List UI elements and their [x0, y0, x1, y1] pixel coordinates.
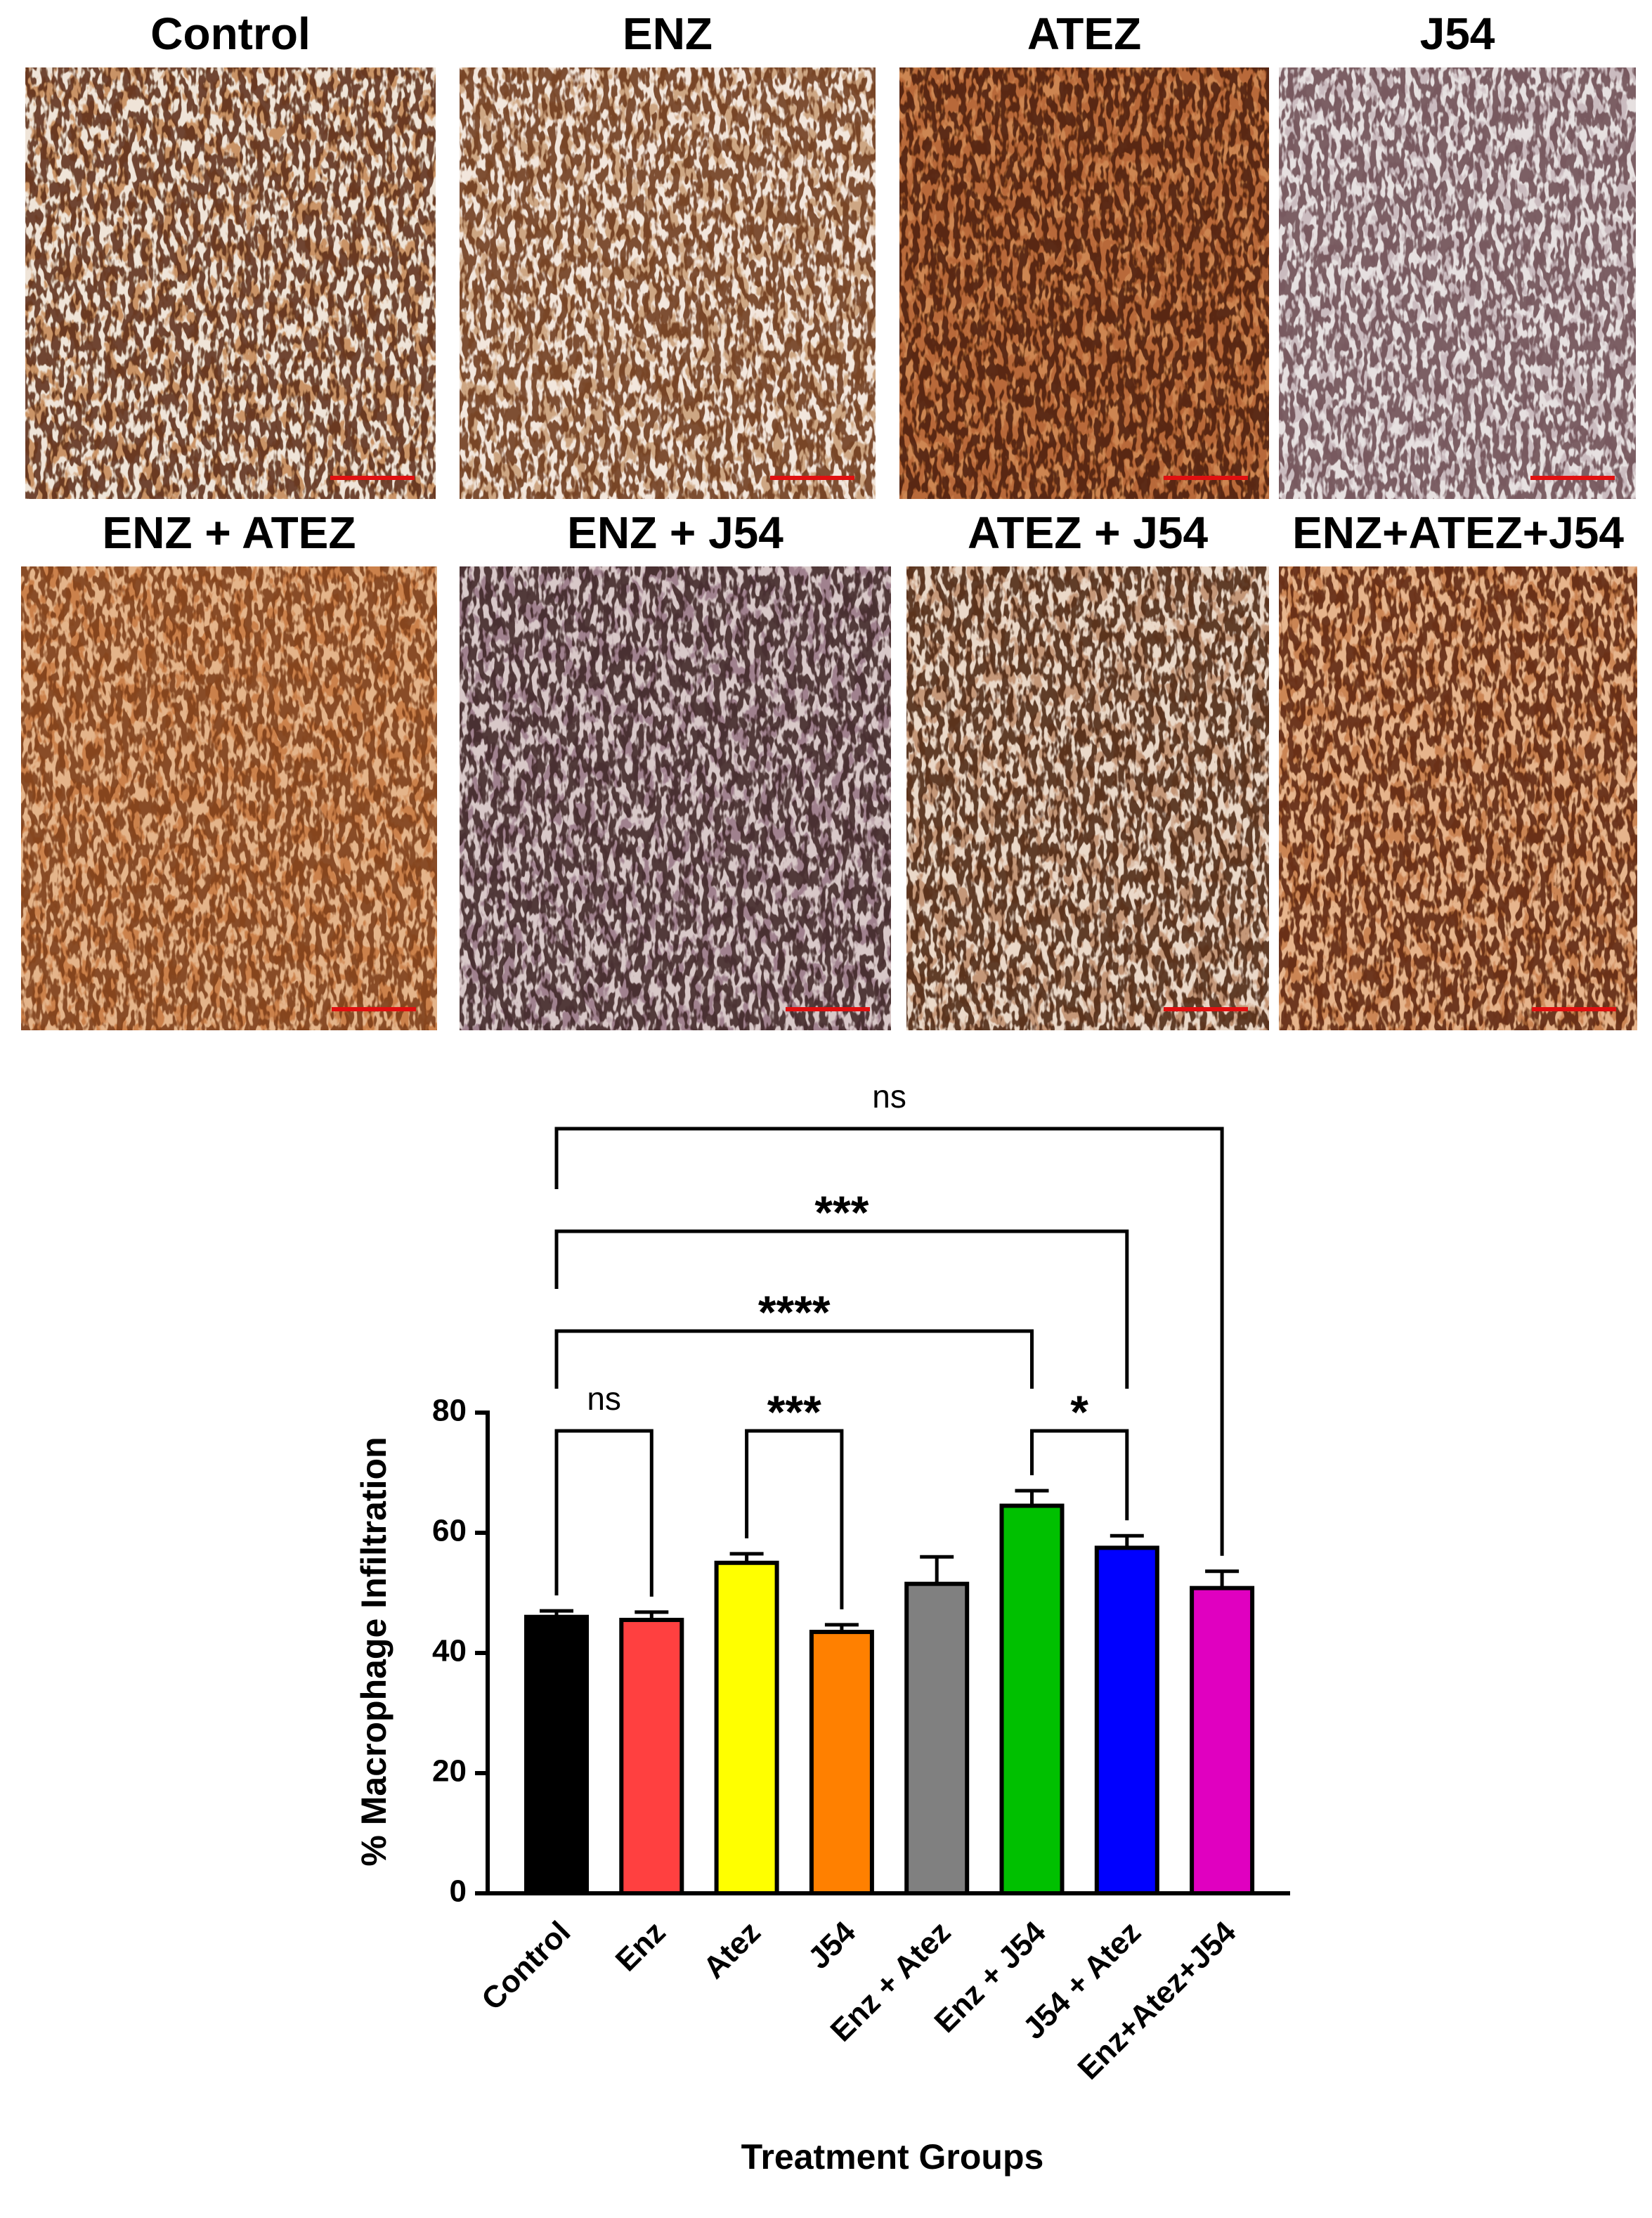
- y-tick-label: 40: [432, 1634, 467, 1668]
- bar: [524, 1614, 589, 1895]
- significance-bracket: [554, 1127, 1224, 1556]
- bar: [714, 1560, 779, 1895]
- image-panels: Control ENZ ATEZ J54 ENZ + ATEZ ENZ + J54 ATEZ…: [21, 8, 1637, 1030]
- significance-label: ****: [758, 1286, 831, 1338]
- panel-title: ATEZ: [1027, 8, 1141, 59]
- significance-label: ***: [814, 1186, 869, 1238]
- histology-texture: [21, 566, 437, 1030]
- y-tick-label: 0: [450, 1874, 467, 1909]
- panel-title: J54: [1420, 8, 1495, 59]
- y-tick-label: 60: [432, 1514, 467, 1548]
- significance-label: *: [1070, 1386, 1088, 1438]
- histology-texture: [899, 67, 1269, 499]
- panel-title: ENZ+ATEZ+J54: [1292, 507, 1624, 558]
- histology-texture: [1279, 67, 1636, 499]
- significance-bracket: [745, 1429, 844, 1609]
- significance-label: ns: [872, 1078, 906, 1115]
- bar: [904, 1581, 970, 1896]
- y-tick-label: 80: [432, 1394, 467, 1428]
- panel-title: ENZ: [623, 8, 713, 59]
- x-tick-label: Control: [475, 1915, 577, 2017]
- bar: [809, 1630, 874, 1895]
- bar: [619, 1617, 684, 1896]
- significance-bracket: [554, 1329, 1034, 1389]
- histology-texture: [460, 566, 891, 1030]
- significance-label: ns: [587, 1380, 621, 1417]
- histology-texture: [906, 566, 1269, 1030]
- bar: [1094, 1545, 1159, 1895]
- significance-bracket: [1030, 1429, 1129, 1521]
- panel-title: ENZ + J54: [567, 507, 783, 558]
- histology-texture: [1279, 566, 1637, 1030]
- histology-texture: [460, 67, 876, 499]
- significance-bracket: [554, 1429, 653, 1597]
- x-tick-label: Enz: [609, 1915, 672, 1978]
- x-axis-title: Treatment Groups: [741, 2137, 1044, 2177]
- panel-title: ENZ + ATEZ: [103, 507, 356, 558]
- bar: [999, 1503, 1065, 1895]
- x-tick-label: Atez: [697, 1915, 767, 1985]
- histology-texture: [25, 67, 436, 499]
- y-tick-label: 20: [432, 1754, 467, 1789]
- panel-title: ATEZ + J54: [968, 507, 1208, 558]
- x-tick-label: J54: [802, 1914, 863, 1976]
- bar: [1190, 1585, 1255, 1895]
- panel-title: Control: [150, 8, 311, 59]
- y-axis-title: % Macrophage Infiltration: [354, 1436, 394, 1866]
- significance-bracket: [554, 1229, 1129, 1389]
- significance-label: ***: [767, 1386, 821, 1438]
